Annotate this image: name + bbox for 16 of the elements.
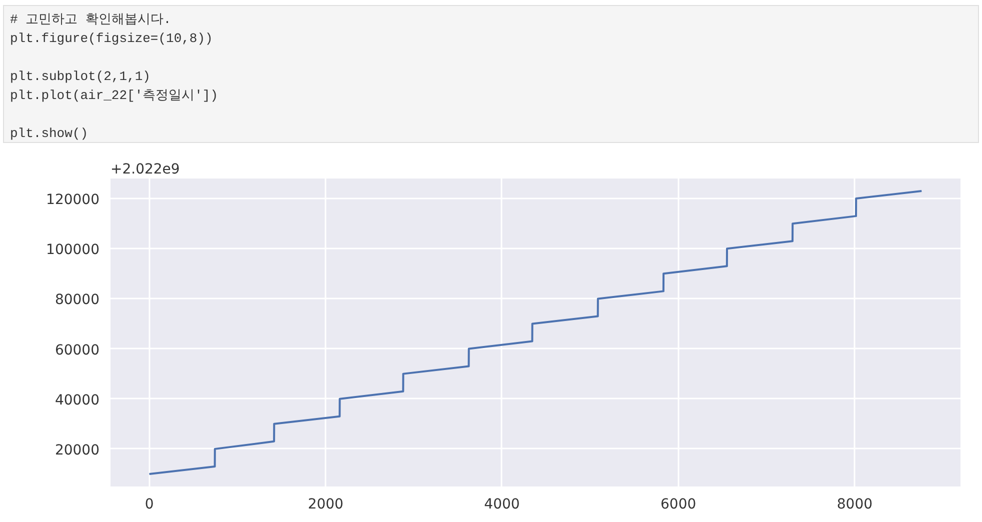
x-tick-label: 4000 [484, 496, 520, 512]
x-tick-label: 6000 [660, 496, 696, 512]
y-tick-label: 40000 [54, 392, 100, 408]
y-tick-label: 60000 [54, 342, 100, 358]
y-tick-label: 100000 [46, 242, 100, 258]
y-tick-label: 80000 [54, 292, 100, 308]
y-tick-label: 20000 [54, 442, 100, 458]
text: plt.show() [10, 126, 88, 141]
y-tick-label: 120000 [46, 192, 100, 208]
text: # 고민하고 확인해봅시다. plt.figure(figsize=(10,8)) [10, 12, 213, 46]
x-tick-label: 0 [144, 496, 154, 512]
x-tick-label: 8000 [836, 496, 873, 512]
text: +2.022e9 [110, 162, 180, 178]
line-series [148, 190, 923, 475]
x-tick-label: 2000 [308, 496, 344, 512]
text: plt.subplot(2,1,1) plt.plot(air_22['측정일시']) [10, 69, 218, 103]
